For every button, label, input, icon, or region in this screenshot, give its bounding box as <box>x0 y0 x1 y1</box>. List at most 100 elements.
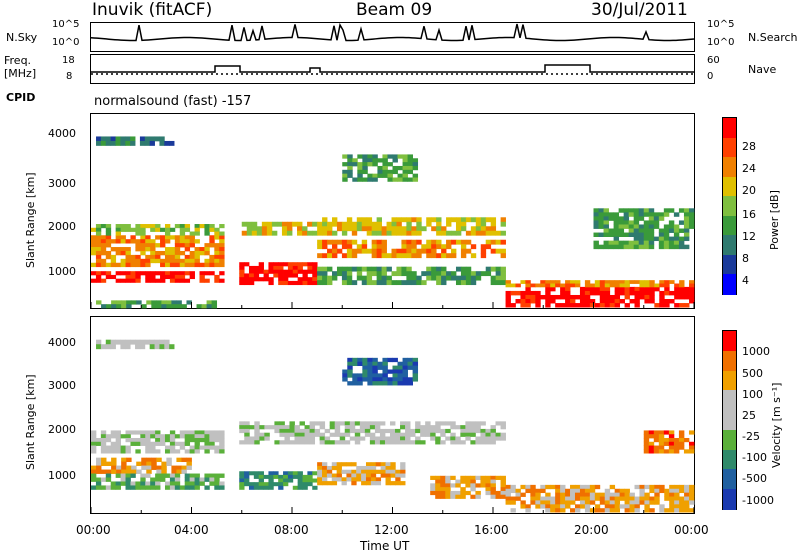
power-cell <box>505 303 511 308</box>
power-cell <box>392 177 398 182</box>
power-cell <box>634 280 640 284</box>
power-cell <box>361 266 368 272</box>
velocity-cell <box>435 483 441 488</box>
velocity-cell <box>485 475 491 480</box>
power-cell <box>603 224 609 229</box>
power-cell <box>659 283 665 288</box>
velocity-cell <box>166 461 172 466</box>
power-cell <box>609 299 616 304</box>
power-colorbar-segment <box>723 137 736 158</box>
power-cell <box>184 239 191 244</box>
velocity-cell <box>214 473 220 478</box>
power-cell <box>614 299 621 304</box>
power-cell <box>377 173 383 178</box>
velocity-cell <box>186 465 192 470</box>
power-cell <box>341 244 348 250</box>
velocity-cell <box>500 487 506 492</box>
power-cell <box>648 212 655 217</box>
power-cell <box>673 236 680 242</box>
power-cell <box>480 217 487 223</box>
power-cell <box>663 212 670 217</box>
power-cell <box>460 226 467 232</box>
power-cell <box>599 290 606 296</box>
velocity-cell <box>204 473 210 478</box>
power-cell <box>91 243 97 248</box>
velocity-cell <box>140 441 146 446</box>
power-cell <box>678 220 685 225</box>
velocity-cell <box>125 445 131 450</box>
power-colorbar-segment <box>723 235 736 256</box>
power-cell <box>214 254 220 260</box>
power-cell <box>664 299 670 304</box>
power-cell <box>179 243 186 248</box>
power-cell <box>91 235 97 240</box>
velocity-cell <box>302 485 308 490</box>
velocity-cell <box>619 488 625 494</box>
power-cell <box>412 173 419 178</box>
velocity-cell <box>314 428 321 434</box>
velocity-cell <box>465 490 471 496</box>
power-cell <box>441 280 447 286</box>
power-cell <box>683 224 690 229</box>
power-cell <box>683 236 690 242</box>
power-cell <box>416 230 422 236</box>
power-cell <box>470 217 477 223</box>
velocity-cell <box>146 457 152 463</box>
velocity-cell <box>125 339 131 345</box>
velocity-cell <box>500 425 506 430</box>
velocity-cell <box>555 496 561 501</box>
velocity-cb-tick-25: 25 <box>742 409 756 422</box>
velocity-cell <box>372 377 378 382</box>
power-cell <box>386 280 392 286</box>
velocity-cell <box>354 432 361 437</box>
power-cell <box>515 299 521 304</box>
power-cell <box>91 247 97 252</box>
power-cell <box>346 217 353 223</box>
power-cell <box>663 228 670 233</box>
power-cell <box>648 228 655 233</box>
velocity-cell <box>150 441 156 446</box>
power-cell <box>351 253 358 259</box>
power-cell <box>412 158 419 163</box>
velocity-cell <box>579 484 586 490</box>
velocity-cell <box>389 436 396 441</box>
velocity-cell <box>658 434 665 439</box>
power-cell <box>683 228 690 233</box>
velocity-cell <box>179 434 186 439</box>
power-cell <box>96 136 102 142</box>
velocity-cell <box>674 508 680 513</box>
power-cell <box>273 262 279 267</box>
velocity-cell <box>91 485 97 490</box>
power-cell <box>125 227 131 232</box>
velocity-cell <box>500 494 506 499</box>
velocity-cell <box>668 449 675 454</box>
velocity-cell <box>643 441 650 446</box>
velocity-cell <box>278 474 284 479</box>
velocity-cell <box>145 485 151 490</box>
velocity-cell <box>530 492 536 497</box>
velocity-cell <box>382 357 388 363</box>
power-cell <box>475 217 482 223</box>
power-cell <box>500 217 506 223</box>
power-cell <box>341 275 348 281</box>
velocity-cell <box>299 436 305 441</box>
velocity-cell <box>91 469 97 474</box>
velocity-cell <box>354 428 361 434</box>
velocity-cell <box>329 421 336 426</box>
velocity-cell <box>402 381 408 386</box>
velocity-cell <box>164 449 171 454</box>
velocity-cell <box>385 462 391 467</box>
power-cell <box>407 162 413 167</box>
velocity-cell <box>624 492 630 497</box>
velocity-cell <box>400 473 406 478</box>
power-cell <box>106 304 112 309</box>
power-cell <box>628 232 635 237</box>
power-cell <box>281 230 288 236</box>
velocity-cell <box>214 434 220 439</box>
power-ytick-4000: 4000 <box>48 127 76 140</box>
velocity-cell <box>339 421 346 426</box>
velocity-cell <box>101 457 107 463</box>
power-cell <box>426 275 432 281</box>
velocity-cell <box>490 432 496 437</box>
